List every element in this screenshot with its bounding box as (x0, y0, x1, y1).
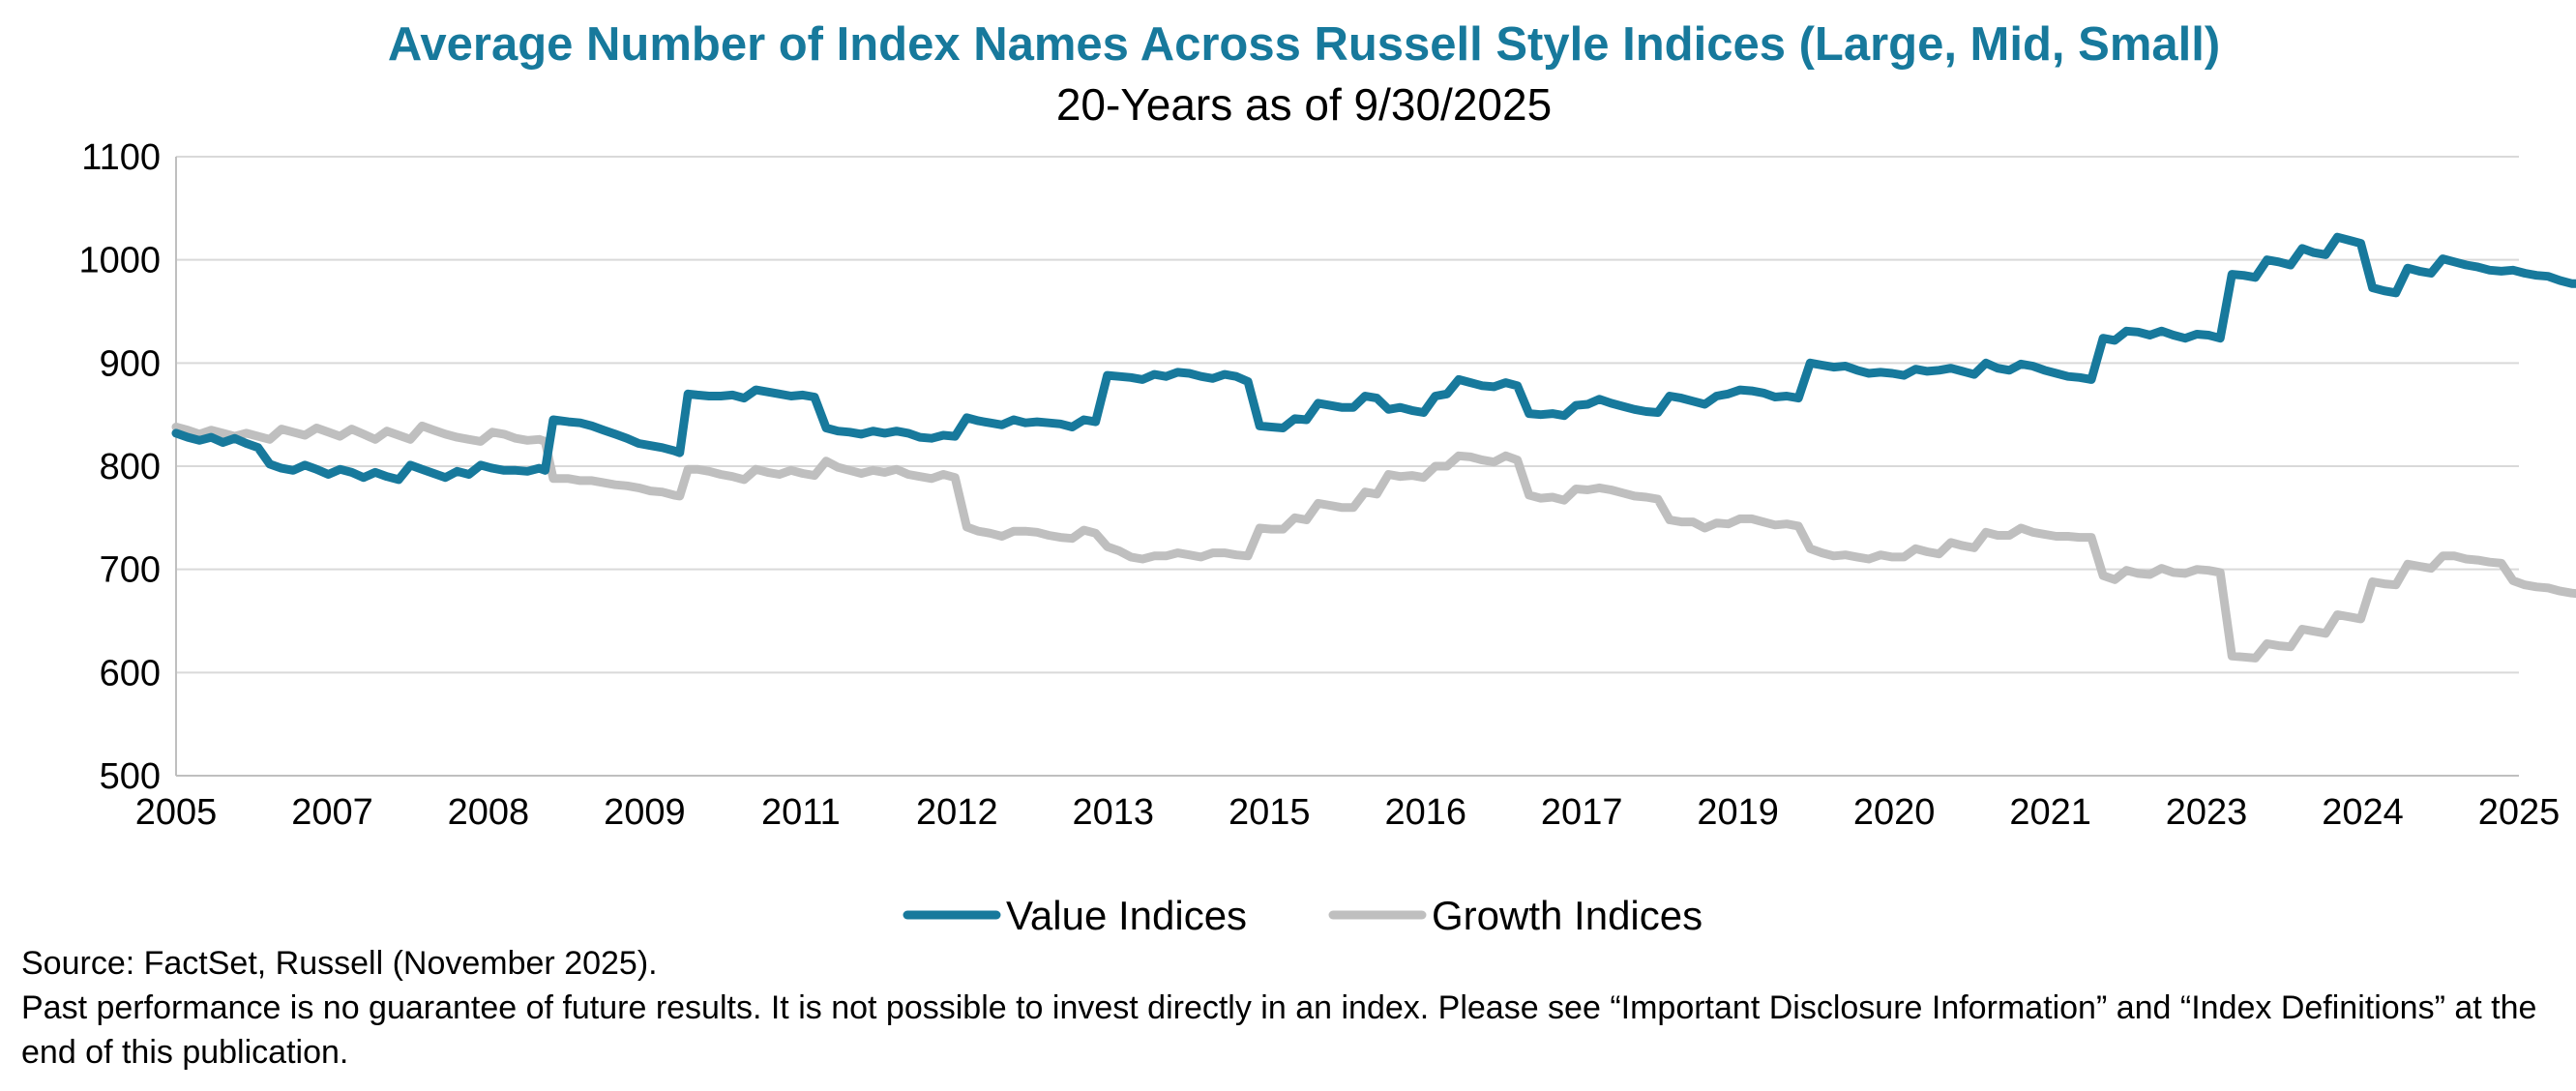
x-tick-label-10: 2019 (1697, 792, 1779, 833)
x-tick-label-3: 2009 (604, 792, 686, 833)
y-tick-label-800: 800 (100, 447, 161, 487)
y-tick-label-500: 500 (100, 756, 161, 797)
x-tick-label-8: 2016 (1384, 792, 1466, 833)
y-tick-label-600: 600 (100, 653, 161, 693)
gridlines (175, 156, 2519, 777)
x-tick-label-7: 2015 (1229, 792, 1311, 833)
x-tick-label-13: 2023 (2166, 792, 2248, 833)
x-tick-label-6: 2013 (1073, 792, 1155, 833)
x-tick-label-1: 2007 (291, 792, 373, 833)
chart-subtitle: 20-Years as of 9/30/2025 (1056, 79, 1552, 130)
legend-label-growth: Growth Indices (1432, 893, 1703, 938)
x-tick-label-15: 2025 (2478, 792, 2561, 833)
source-note: Source: FactSet, Russell (November 2025)… (21, 945, 658, 982)
y-tick-label-700: 700 (100, 550, 161, 591)
x-axis-tick-labels: 2005 2007 2008 2009 2011 2012 2013 2015 2016 2017… (135, 792, 2561, 833)
disclaimer-note: Past performance is no guarantee of futu… (21, 989, 2537, 1071)
x-tick-label-4: 2011 (761, 792, 841, 833)
x-tick-label-5: 2012 (916, 792, 998, 833)
x-tick-label-11: 2020 (1853, 792, 1936, 833)
y-tick-label-1000: 1000 (78, 241, 161, 281)
legend: Value Indices Growth Indices (903, 893, 1703, 938)
chart-title: Average Number of Index Names Across Rus… (388, 18, 2220, 71)
y-tick-label-900: 900 (100, 343, 161, 384)
y-tick-label-1100: 1100 (81, 137, 161, 178)
series-line-growth (171, 421, 2576, 663)
x-tick-label-0: 2005 (135, 792, 218, 833)
series-line-value (171, 232, 2576, 485)
x-tick-label-9: 2017 (1541, 792, 1623, 833)
x-tick-label-2: 2008 (448, 792, 530, 833)
x-tick-label-14: 2024 (2322, 792, 2404, 833)
y-axis-tick-labels: 500 600 700 800 900 1000 1100 (78, 137, 161, 797)
legend-label-value: Value Indices (1006, 893, 1247, 938)
series-lines (171, 232, 2576, 663)
x-tick-label-12: 2021 (2009, 792, 2091, 833)
